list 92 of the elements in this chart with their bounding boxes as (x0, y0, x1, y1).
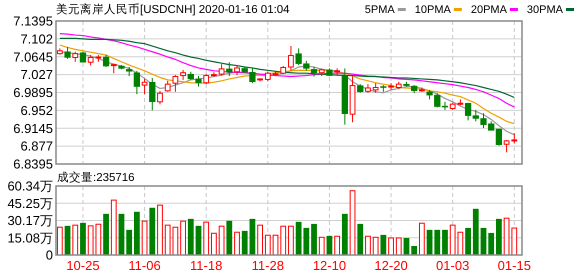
bar (303, 228, 310, 255)
bar (118, 214, 124, 255)
bar (511, 228, 518, 256)
bar (480, 228, 486, 255)
y-tick-label: 7.102 (20, 31, 53, 46)
bar (126, 230, 132, 255)
bar (196, 226, 202, 255)
bar (64, 226, 70, 255)
x-tick-label: 12-20 (374, 258, 408, 273)
legend-label: 10PMA (414, 4, 452, 16)
chart-title: 成交量:235716 (57, 170, 135, 184)
y-tick-label: 0 (46, 248, 53, 262)
bar (296, 222, 302, 255)
bar (157, 204, 163, 256)
bar (365, 236, 371, 256)
bar (496, 218, 502, 255)
bar (457, 232, 464, 256)
bar (388, 237, 394, 256)
x-tick-label: 12-10 (312, 258, 346, 273)
y-tick-label: 30.17万 (7, 213, 53, 228)
candlestick (342, 68, 348, 126)
line-series (59, 44, 515, 124)
bar (110, 200, 117, 256)
bar (264, 234, 271, 256)
bar (288, 226, 294, 256)
bar (426, 230, 432, 255)
y-tick-label: 6.877 (20, 138, 53, 154)
bar (164, 224, 171, 256)
candlestick (142, 78, 148, 95)
legend-label: 30PMA (526, 4, 564, 16)
bar (350, 190, 356, 256)
bar (134, 212, 140, 255)
bar (103, 214, 109, 255)
y-tick-label: 6.9145 (13, 120, 53, 136)
x-tick-label: 11-28 (252, 258, 284, 273)
y-tick-label: 7.0645 (13, 49, 53, 64)
bar (434, 230, 440, 255)
bar (149, 208, 156, 255)
bar (504, 218, 510, 256)
bar (257, 224, 264, 256)
bar (95, 224, 102, 256)
bar (326, 236, 332, 255)
bar (188, 218, 194, 255)
chart-title: 美元离岸人民币[USDCNH] 2020-01-16 01:04 (56, 2, 290, 16)
y-tick-label: 7.1395 (13, 14, 53, 28)
y-tick-label: 6.9895 (13, 85, 53, 100)
bar (372, 236, 379, 256)
x-tick-label: 11-06 (128, 258, 161, 273)
bar (203, 222, 210, 256)
bar (342, 214, 348, 255)
y-tick-label: 45.25万 (7, 196, 53, 211)
bar (142, 220, 148, 256)
bar (442, 230, 448, 255)
x-tick-label: 01-03 (436, 258, 470, 273)
candlestick (149, 77, 156, 111)
bar (450, 224, 456, 256)
bar (272, 234, 278, 256)
bar (465, 228, 471, 255)
y-tick-label: 6.8395 (13, 156, 53, 172)
bar (250, 218, 256, 255)
y-tick-label: 6.952 (20, 102, 53, 118)
bar (396, 237, 402, 256)
bar (334, 236, 340, 256)
bar (56, 226, 63, 256)
bar (234, 232, 240, 256)
bar (72, 224, 78, 256)
bar (357, 224, 364, 255)
bar (242, 230, 248, 255)
line-series (59, 38, 515, 98)
bar (280, 226, 286, 256)
bar (488, 232, 494, 255)
x-tick-label: 11-18 (190, 258, 222, 273)
y-tick-label: 7.027 (20, 67, 53, 82)
candlestick (350, 76, 356, 123)
line-series (59, 33, 515, 108)
bar (80, 222, 86, 255)
y-tick-label: 60.34万 (7, 178, 53, 194)
bar (380, 234, 386, 255)
bar (88, 225, 94, 256)
legend-label: 5PMA (364, 4, 396, 16)
x-tick-label: 10-25 (66, 258, 100, 273)
bar (318, 236, 325, 256)
bar (472, 208, 479, 255)
candlestick (288, 46, 294, 72)
bar (418, 222, 425, 256)
bar (404, 238, 410, 255)
bar (226, 220, 232, 255)
x-tick-label: 01-15 (498, 258, 531, 273)
legend-label: 20PMA (470, 4, 508, 16)
candlestick (226, 62, 232, 77)
y-tick-label: 15.08万 (7, 230, 53, 246)
bar (311, 224, 317, 255)
